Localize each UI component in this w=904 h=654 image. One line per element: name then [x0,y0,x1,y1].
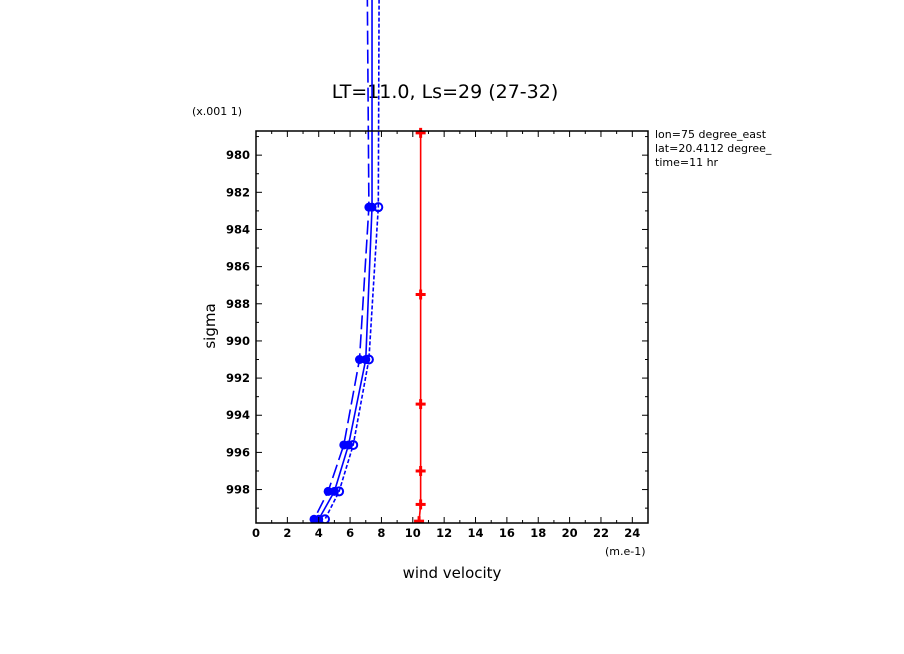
x-tick-label: 16 [499,526,515,540]
series-point [414,516,425,523]
x-unit-label: (m.e-1) [605,545,646,558]
x-tick-label: 22 [593,526,609,540]
x-tick-label: 20 [562,526,578,540]
x-tick-label: 6 [346,526,354,540]
series-point [373,202,384,213]
series-line-1 [318,0,373,520]
y-unit-label: (x.001 1) [192,105,242,118]
y-tick-label: 990 [226,334,250,348]
x-tick-label: 8 [377,526,385,540]
series-point [415,399,426,410]
x-tick-label: 14 [468,526,484,540]
series-line-0 [313,0,370,520]
series-line-2 [324,0,380,520]
x-tick-label: 2 [283,526,291,540]
y-tick-label: 984 [226,222,250,236]
y-tick-label: 980 [226,148,250,162]
chart-title: LT=11.0, Ls=29 (27-32) [332,81,559,103]
y-tick-label: 982 [226,185,250,199]
series-point [415,127,426,138]
x-tick-label: 24 [624,526,640,540]
series-point [323,486,333,496]
y-tick-label: 988 [226,297,250,311]
y-axis-label: sigma [201,303,219,348]
series-point [348,439,359,450]
series-point [334,486,345,497]
x-tick-label: 10 [405,526,421,540]
annotation-time: time=11 hr [655,156,719,169]
y-tick-label: 996 [226,445,250,459]
annotation-lon: lon=75 degree_east [655,128,767,141]
x-tick-label: 0 [252,526,260,540]
series-point [319,514,330,523]
y-tick-label: 992 [226,371,250,385]
x-tick-label: 4 [315,526,323,540]
series-line-3 [418,132,422,522]
x-tick-label: 18 [530,526,546,540]
plot-frame [255,130,649,524]
series-point [363,354,374,365]
y-tick-label: 998 [226,483,250,497]
series-point [415,465,426,476]
series-point [354,355,364,365]
x-tick-label: 12 [436,526,452,540]
series-point [415,289,426,300]
y-tick-label: 986 [226,260,250,274]
x-axis-label: wind velocity [403,564,502,582]
series-point [415,499,426,510]
annotation-lat: lat=20.4112 degree_ [655,142,772,155]
y-tick-label: 994 [226,408,250,422]
